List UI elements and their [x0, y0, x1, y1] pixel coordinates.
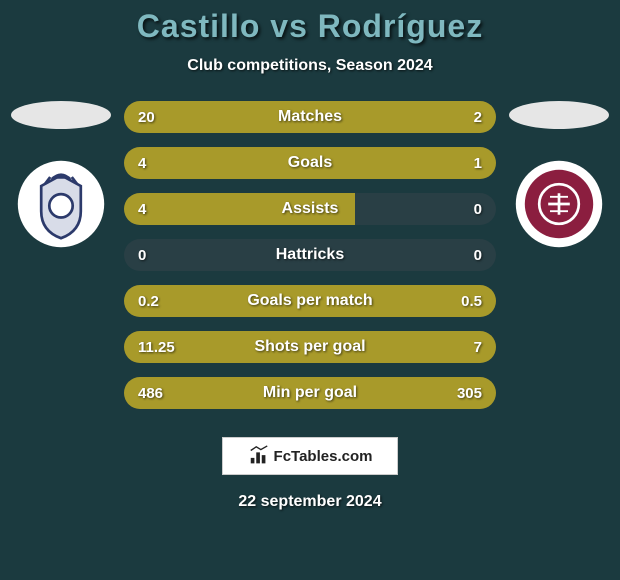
stat-label: Hattricks	[194, 246, 426, 264]
main-layout: 20Matches24Goals14Assists00Hattricks00.2…	[0, 101, 620, 409]
right-player-column	[504, 101, 614, 249]
logo-text: FcTables.com	[274, 448, 373, 465]
stat-row: 20Matches2	[124, 101, 496, 133]
stat-left-value: 4	[124, 201, 194, 218]
stat-right-value: 0	[426, 247, 496, 264]
right-player-ellipse	[509, 101, 609, 129]
stat-label: Matches	[194, 108, 426, 126]
stat-label: Min per goal	[194, 384, 426, 402]
stat-right-value: 305	[426, 385, 496, 402]
page-title: Castillo vs Rodríguez	[0, 8, 620, 45]
stat-right-value: 1	[426, 155, 496, 172]
stat-bars: 20Matches24Goals14Assists00Hattricks00.2…	[124, 101, 496, 409]
stat-right-value: 0.5	[426, 293, 496, 310]
stat-row: 4Goals1	[124, 147, 496, 179]
stat-row: 11.25Shots per goal7	[124, 331, 496, 363]
stat-label: Assists	[194, 200, 426, 218]
stat-left-value: 0	[124, 247, 194, 264]
stat-label: Goals per match	[194, 292, 426, 310]
left-crest-icon	[16, 159, 106, 249]
stat-right-value: 2	[426, 109, 496, 126]
right-crest-icon	[514, 159, 604, 249]
stat-label: Goals	[194, 154, 426, 172]
comparison-card: Castillo vs Rodríguez Club competitions,…	[0, 0, 620, 580]
stat-row: 4Assists0	[124, 193, 496, 225]
stat-row: 0Hattricks0	[124, 239, 496, 271]
source-logo: FcTables.com	[222, 437, 398, 475]
stat-left-value: 486	[124, 385, 194, 402]
left-player-column	[6, 101, 116, 249]
stat-right-value: 7	[426, 339, 496, 356]
date-text: 22 september 2024	[0, 493, 620, 511]
left-player-ellipse	[11, 101, 111, 129]
subtitle: Club competitions, Season 2024	[0, 57, 620, 75]
stat-right-value: 0	[426, 201, 496, 218]
stat-left-value: 20	[124, 109, 194, 126]
stat-left-value: 0.2	[124, 293, 194, 310]
stat-left-value: 11.25	[124, 339, 194, 356]
chart-icon	[248, 445, 270, 467]
stat-left-value: 4	[124, 155, 194, 172]
stat-row: 0.2Goals per match0.5	[124, 285, 496, 317]
left-club-crest	[16, 159, 106, 249]
stat-label: Shots per goal	[194, 338, 426, 356]
stat-row: 486Min per goal305	[124, 377, 496, 409]
right-club-crest	[514, 159, 604, 249]
